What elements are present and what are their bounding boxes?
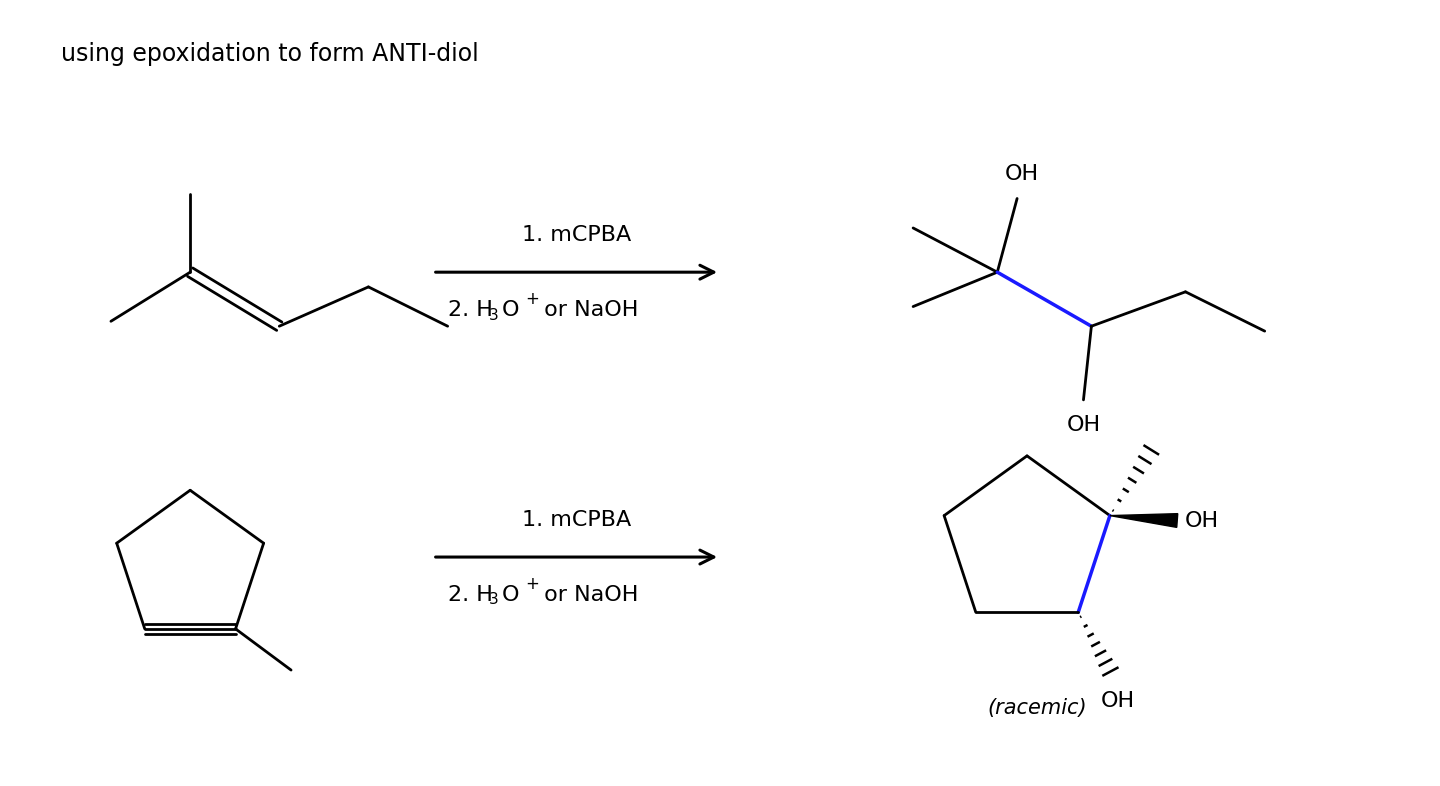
Text: OH: OH <box>1100 691 1135 711</box>
Text: using epoxidation to form ANTI-diol: using epoxidation to form ANTI-diol <box>62 42 480 66</box>
Text: 3: 3 <box>490 593 500 608</box>
Text: OH: OH <box>1185 511 1220 531</box>
Text: 1. mCPBA: 1. mCPBA <box>521 509 631 530</box>
Text: 3: 3 <box>490 307 500 322</box>
Text: 2. H: 2. H <box>448 299 492 320</box>
Text: or NaOH: or NaOH <box>537 585 638 604</box>
Text: O: O <box>503 585 520 604</box>
Text: +: + <box>526 575 539 593</box>
Text: OH: OH <box>1005 163 1040 184</box>
Text: or NaOH: or NaOH <box>537 299 638 320</box>
Text: (racemic): (racemic) <box>986 697 1087 718</box>
Text: O: O <box>503 299 520 320</box>
Text: 1. mCPBA: 1. mCPBA <box>521 225 631 244</box>
Polygon shape <box>1110 514 1178 527</box>
Text: +: + <box>526 290 539 308</box>
Text: OH: OH <box>1067 414 1100 435</box>
Text: 2. H: 2. H <box>448 585 492 604</box>
